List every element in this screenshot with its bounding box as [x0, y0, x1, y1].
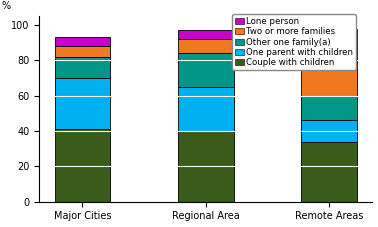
Bar [178, 87, 234, 131]
Bar [301, 34, 357, 96]
Bar [54, 37, 110, 46]
Bar [54, 46, 110, 57]
Bar [54, 78, 110, 129]
Bar [301, 121, 357, 142]
Bar [301, 142, 357, 202]
Bar [301, 29, 357, 34]
Bar [54, 57, 110, 78]
Bar [178, 30, 234, 39]
Bar [178, 53, 234, 87]
Bar [301, 96, 357, 121]
Bar [54, 129, 110, 202]
Bar [178, 131, 234, 202]
Legend: Lone person, Two or more families, Other one family(a), One parent with children: Lone person, Two or more families, Other… [232, 15, 356, 70]
Bar [178, 39, 234, 53]
Y-axis label: %: % [2, 1, 11, 11]
